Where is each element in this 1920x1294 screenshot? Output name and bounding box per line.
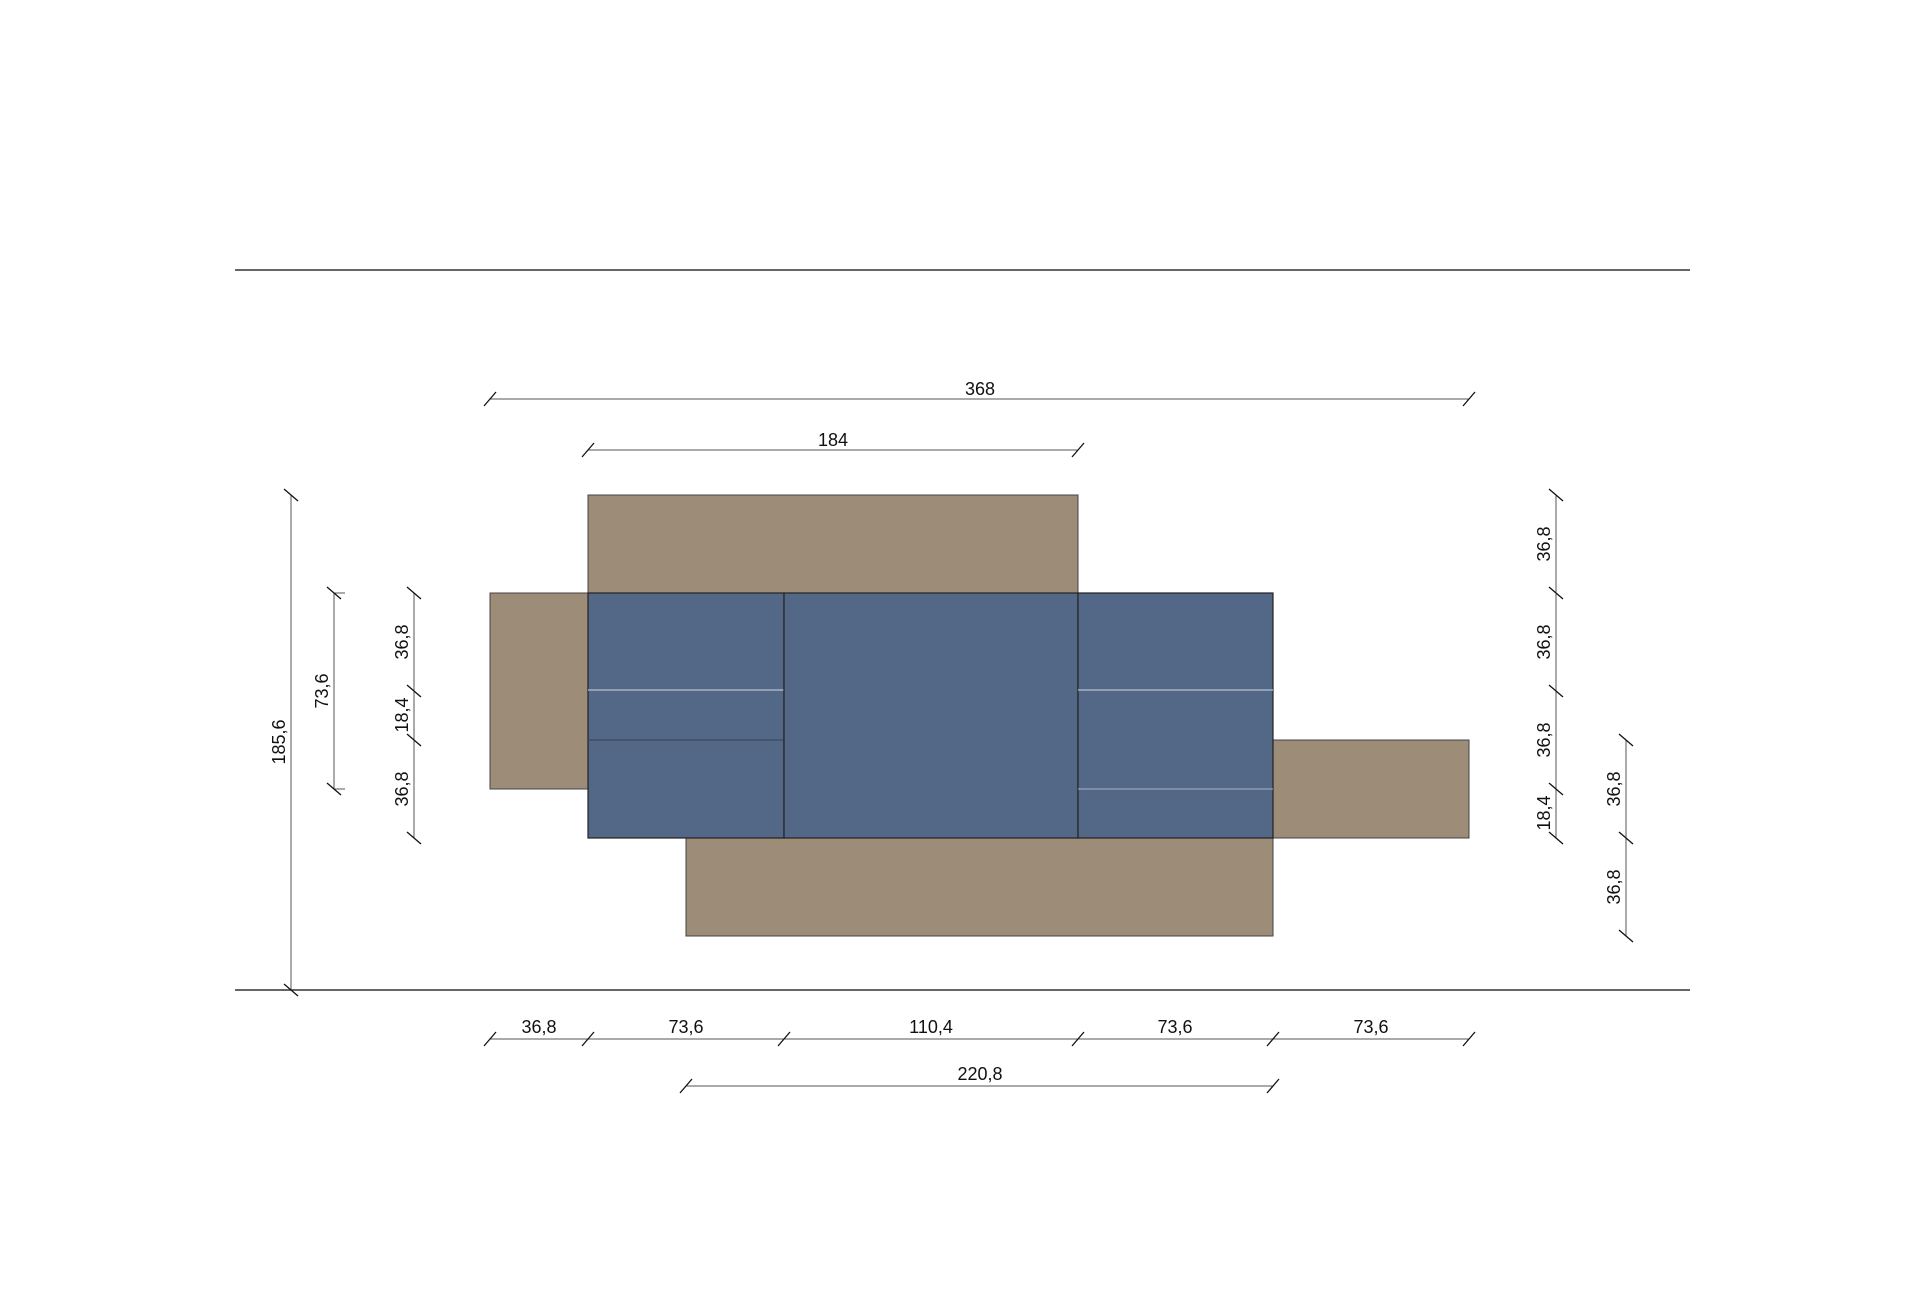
bottom-dimension-chain: 36,8 73,6 110,4 73,6 73,6: [483, 1017, 1476, 1047]
brown-panel-right: [1272, 739, 1470, 839]
dim-label-bottom-3: 110,4: [909, 1017, 953, 1037]
dim-label-bottom-5: 73,6: [1353, 1017, 1388, 1037]
blue-modules: [587, 592, 1274, 839]
dim-label-left-mid: 73,6: [312, 673, 332, 708]
blue-module-left: [587, 592, 785, 839]
top-dimension-184: 184: [581, 430, 1085, 458]
dim-label-bottom-lower-unit: 220,8: [957, 1064, 1002, 1084]
dim-label-right-2: 36,8: [1534, 624, 1554, 659]
brown-panel-bottom: [685, 837, 1274, 937]
bottom-dimension-220-8: 220,8: [679, 1064, 1280, 1094]
right-outer-dimension-chain: 36,8 36,8: [1604, 733, 1634, 943]
dim-label-bottom-2: 73,6: [668, 1017, 703, 1037]
dim-label-right-outer-2: 36,8: [1604, 869, 1624, 904]
dim-label-top-upper: 184: [818, 430, 848, 450]
left-dimension-73-6: 73,6: [312, 586, 345, 796]
dim-label-right-3: 36,8: [1534, 722, 1554, 757]
dim-label-left-gap: 18,4: [392, 697, 412, 732]
left-dimension-chain: 36,8 18,4 36,8: [392, 586, 422, 845]
blue-module-center: [783, 592, 1079, 839]
left-dimension-185-6: 185,6: [269, 488, 299, 997]
dim-label-right-4: 18,4: [1534, 795, 1554, 830]
dim-label-left-upper-module: 36,8: [392, 624, 412, 659]
dim-label-bottom-4: 73,6: [1157, 1017, 1192, 1037]
dim-label-left-overall: 185,6: [269, 719, 289, 764]
brown-panel-left: [489, 592, 589, 790]
dim-label-top-overall: 368: [965, 379, 995, 399]
dim-label-right-outer-1: 36,8: [1604, 771, 1624, 806]
top-dimension-368: 368: [483, 379, 1476, 407]
right-dimension-chain: 36,8 36,8 36,8 18,4: [1534, 488, 1564, 845]
brown-panel-top: [587, 494, 1079, 594]
dim-label-bottom-1: 36,8: [521, 1017, 556, 1037]
dim-label-left-lower-module: 36,8: [392, 771, 412, 806]
dim-label-right-1: 36,8: [1534, 526, 1554, 561]
blue-module-right: [1077, 592, 1274, 839]
brown-panels: [489, 494, 1470, 937]
